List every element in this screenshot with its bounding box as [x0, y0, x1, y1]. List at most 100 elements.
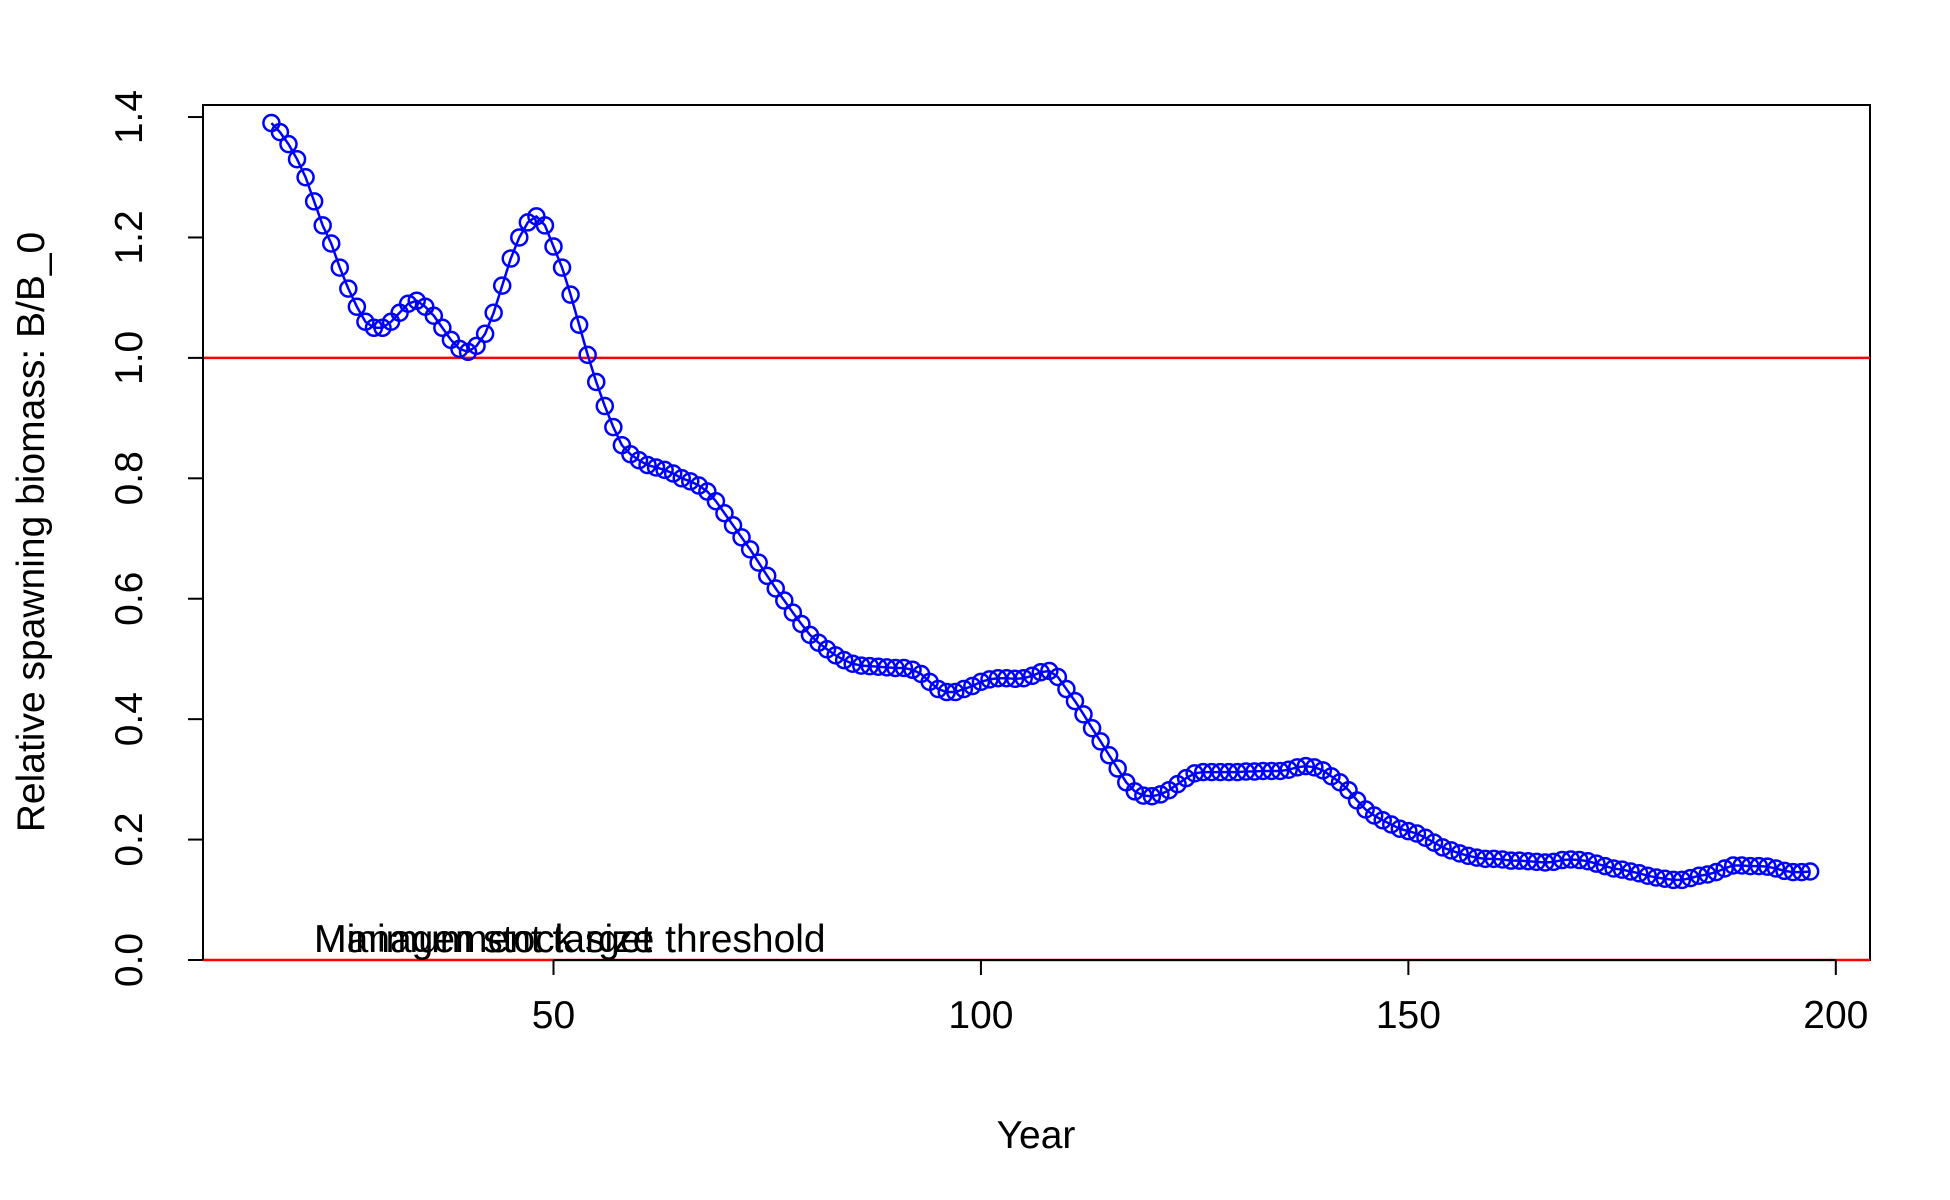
data-point: [578, 345, 597, 365]
y-tick-label: 0.4: [108, 692, 151, 746]
data-point: [1270, 761, 1290, 781]
data-point: [484, 303, 503, 322]
data-point: [1621, 862, 1640, 881]
data-point: [732, 528, 751, 547]
series-layer: [262, 113, 1820, 890]
data-point: [757, 566, 777, 586]
data-point: [954, 679, 974, 699]
data-point: [1749, 856, 1769, 876]
data-point: [834, 650, 854, 670]
annotation-label: Minimum stock size threshold: [314, 918, 825, 961]
data-point: [1672, 870, 1692, 890]
data-point: [433, 318, 452, 338]
data-point: [1390, 819, 1410, 838]
y-tick-label: 1.4: [108, 90, 151, 144]
data-point: [1074, 705, 1093, 724]
data-point: [552, 258, 572, 277]
data-point: [1544, 852, 1563, 872]
data-point: [1535, 853, 1555, 872]
data-point: [1065, 691, 1085, 711]
data-point: [928, 679, 948, 699]
data-point: [1433, 838, 1452, 857]
x-tick-label: 100: [948, 994, 1013, 1037]
y-axis: 0.0 0.2 0.4 0.6 0.8 1.0 1.2 1.4: [108, 90, 204, 987]
data-point: [1125, 782, 1145, 801]
y-axis-title: Relative spawning biomass: B/B_0: [10, 232, 53, 832]
x-axis-title: Year: [997, 1114, 1076, 1157]
data-point: [279, 134, 298, 154]
data-point: [1629, 864, 1649, 883]
data-point: [646, 458, 666, 477]
data-point: [364, 318, 384, 338]
data-point: [655, 460, 674, 480]
data-point: [492, 276, 512, 295]
data-point: [1091, 732, 1110, 751]
data-point: [1570, 850, 1589, 870]
data-point: [339, 279, 358, 298]
data-point: [1407, 824, 1427, 843]
data-point: [1689, 866, 1709, 885]
data-point: [1664, 870, 1683, 890]
data-point: [946, 682, 965, 702]
data-point: [561, 285, 580, 304]
data-point: [1022, 666, 1042, 686]
data-point: [1450, 844, 1469, 863]
data-point: [296, 168, 315, 187]
data-point: [1638, 866, 1657, 885]
data-point: [321, 234, 341, 253]
data-point: [270, 122, 290, 142]
data-point: [672, 469, 691, 488]
data-point: [1099, 746, 1119, 765]
data-point: [1792, 862, 1811, 882]
y-tick-label: 1.0: [108, 331, 151, 385]
data-point: [903, 660, 922, 680]
data-point: [723, 516, 743, 535]
data-point: [963, 676, 982, 696]
data-point: [347, 297, 367, 316]
data-point: [424, 306, 444, 325]
data-point: [1766, 859, 1786, 878]
data-point: [1031, 662, 1051, 682]
data-point: [510, 228, 529, 247]
data-point: [1373, 811, 1392, 830]
data-point: [1057, 679, 1076, 699]
data-point: [604, 417, 623, 437]
data-point: [1296, 756, 1316, 776]
data-point: [766, 579, 786, 598]
data-point: [937, 682, 956, 702]
x-axis: 50 100 150 200: [532, 959, 1868, 1037]
data-point: [1578, 852, 1598, 871]
data-point: [398, 294, 418, 313]
y-tick-label: 1.2: [108, 210, 151, 264]
data-point: [1005, 669, 1025, 689]
data-point: [544, 237, 563, 256]
y-tick-label: 0.2: [108, 812, 151, 866]
y-tick-label: 0.6: [108, 572, 151, 626]
x-tick-label: 50: [532, 994, 575, 1037]
data-point: [569, 315, 589, 335]
data-point: [1595, 856, 1615, 876]
data-point: [450, 339, 469, 359]
data-point: [681, 472, 700, 491]
data-point: [638, 455, 657, 475]
data-point: [1706, 862, 1726, 882]
data-point: [971, 672, 991, 692]
data-point: [1151, 785, 1170, 804]
data-point: [740, 540, 760, 559]
data-point: [304, 192, 324, 211]
data-point: [313, 216, 332, 235]
data-point: [1647, 868, 1666, 887]
data-point: [1612, 860, 1632, 879]
data-point: [475, 324, 495, 344]
data-point: [1305, 758, 1324, 777]
data-point: [1715, 859, 1734, 878]
y-tick-label: 0.8: [108, 451, 151, 505]
data-point: [1142, 786, 1162, 806]
data-point: [1587, 854, 1606, 873]
data-point: [1279, 760, 1298, 779]
data-point: [749, 553, 768, 572]
annotation-label: Management target: [314, 918, 652, 961]
